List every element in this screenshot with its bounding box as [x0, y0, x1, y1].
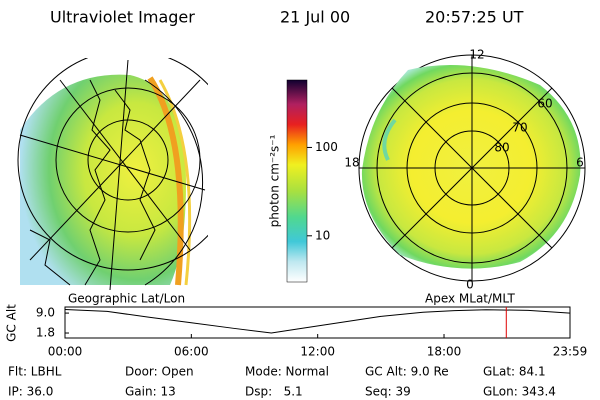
mlt-label: 18	[344, 156, 359, 170]
footer-field: GC Alt: 9.0 Re	[365, 365, 449, 379]
altitude-line	[64, 308, 571, 334]
x-tick-label: 00:00	[48, 345, 83, 359]
footer-field: Flt: LBHL	[8, 365, 62, 379]
footer-field: Mode: Normal	[245, 365, 329, 379]
x-tick-label: 06:00	[174, 345, 209, 359]
altitude-plot: 9.0 1.8 00:00 06:00 12:00 18:00 23:59	[36, 306, 587, 359]
mlt-label: 6	[576, 156, 584, 170]
footer-field: Dsp: 5.1	[245, 385, 303, 399]
footer-field: IP: 36.0	[8, 385, 53, 399]
title: Ultraviolet Imager	[50, 8, 195, 27]
colorbar-tick-label: 10	[315, 228, 330, 242]
footer-field: GLat: 84.1	[483, 365, 546, 379]
left-panel-label: Geographic Lat/Lon	[68, 292, 185, 306]
plot-frame	[64, 306, 571, 339]
colorbar-tick-label: 100	[315, 140, 338, 154]
mlat-label: 70	[512, 121, 527, 135]
geographic-image	[17, 58, 208, 290]
mlat-label: 80	[494, 141, 509, 155]
colorbar	[286, 79, 308, 283]
header: Ultraviolet Imager 21 Jul 00 20:57:25 UT	[50, 8, 524, 27]
footer-field: Gain: 13	[125, 385, 176, 399]
mlt-label: 0	[466, 278, 474, 292]
footer-field: Door: Open	[125, 365, 194, 379]
date: 21 Jul 00	[280, 8, 350, 27]
right-panel-label: Apex MLat/MLT	[425, 292, 515, 306]
colorbar-label: photon cm⁻²s⁻¹	[268, 134, 282, 227]
x-tick-label: 18:00	[427, 345, 462, 359]
colorbar-ticks: 10 100	[307, 140, 338, 242]
x-tick-label: 23:59	[553, 345, 588, 359]
x-tick-label: 12:00	[300, 345, 335, 359]
footer: Flt: LBHL IP: 36.0 Door: Open Gain: 13 Mode:…	[8, 365, 556, 399]
footer-field: GLon: 343.4	[483, 385, 556, 399]
y-tick-label: 1.8	[36, 326, 55, 340]
time: 20:57:25 UT	[425, 8, 524, 27]
mlat-label: 60	[537, 97, 552, 111]
magnetic-image	[358, 54, 586, 282]
y-axis-label: GC Alt	[5, 304, 19, 342]
y-tick-label: 9.0	[36, 306, 55, 320]
footer-field: Seq: 39	[365, 385, 411, 399]
mlt-label: 12	[469, 48, 484, 62]
